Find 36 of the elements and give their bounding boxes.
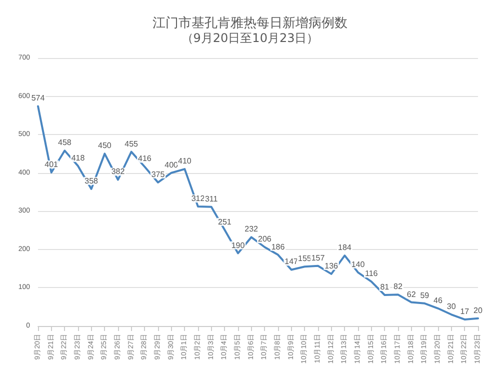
data-label: 232 xyxy=(244,224,259,234)
data-label: 46 xyxy=(434,296,443,305)
data-label: 311 xyxy=(204,194,218,204)
data-label: 206 xyxy=(258,234,272,244)
data-label: 81 xyxy=(380,282,390,292)
data-label: 251 xyxy=(218,217,232,226)
data-label: 401 xyxy=(44,160,59,169)
data-label: 157 xyxy=(311,253,326,262)
data-label: 416 xyxy=(138,154,152,164)
data-label: 184 xyxy=(338,243,352,252)
data-label: 155 xyxy=(298,254,312,264)
data-label: 410 xyxy=(178,156,192,166)
data-label: 458 xyxy=(58,138,72,148)
data-label: 418 xyxy=(71,153,86,162)
data-label: 455 xyxy=(124,139,139,148)
data-label: 190 xyxy=(231,240,246,250)
data-label: 147 xyxy=(284,257,299,266)
data-label: 358 xyxy=(84,176,99,186)
data-label: 17 xyxy=(460,306,470,316)
data-label: 140 xyxy=(351,260,366,269)
data-label: 574 xyxy=(31,94,46,103)
data-label: 312 xyxy=(191,194,206,204)
chart-subtitle: （9月20日至10月23日） xyxy=(181,31,319,45)
data-label: 375 xyxy=(151,170,166,179)
data-label: 116 xyxy=(364,269,378,278)
data-label: 62 xyxy=(406,290,416,299)
data-label: 450 xyxy=(98,141,112,150)
data-label: 20 xyxy=(474,306,483,315)
data-label: 59 xyxy=(420,290,430,300)
data-label: 82 xyxy=(394,282,403,292)
data-label: 136 xyxy=(324,261,339,270)
data-label: 186 xyxy=(271,242,286,252)
data-label: 30 xyxy=(446,302,456,312)
chart-title: 江门市基孔肯雅热每日新增病例数 xyxy=(152,15,348,31)
data-label: 382 xyxy=(111,167,126,176)
data-label: 400 xyxy=(164,160,179,170)
